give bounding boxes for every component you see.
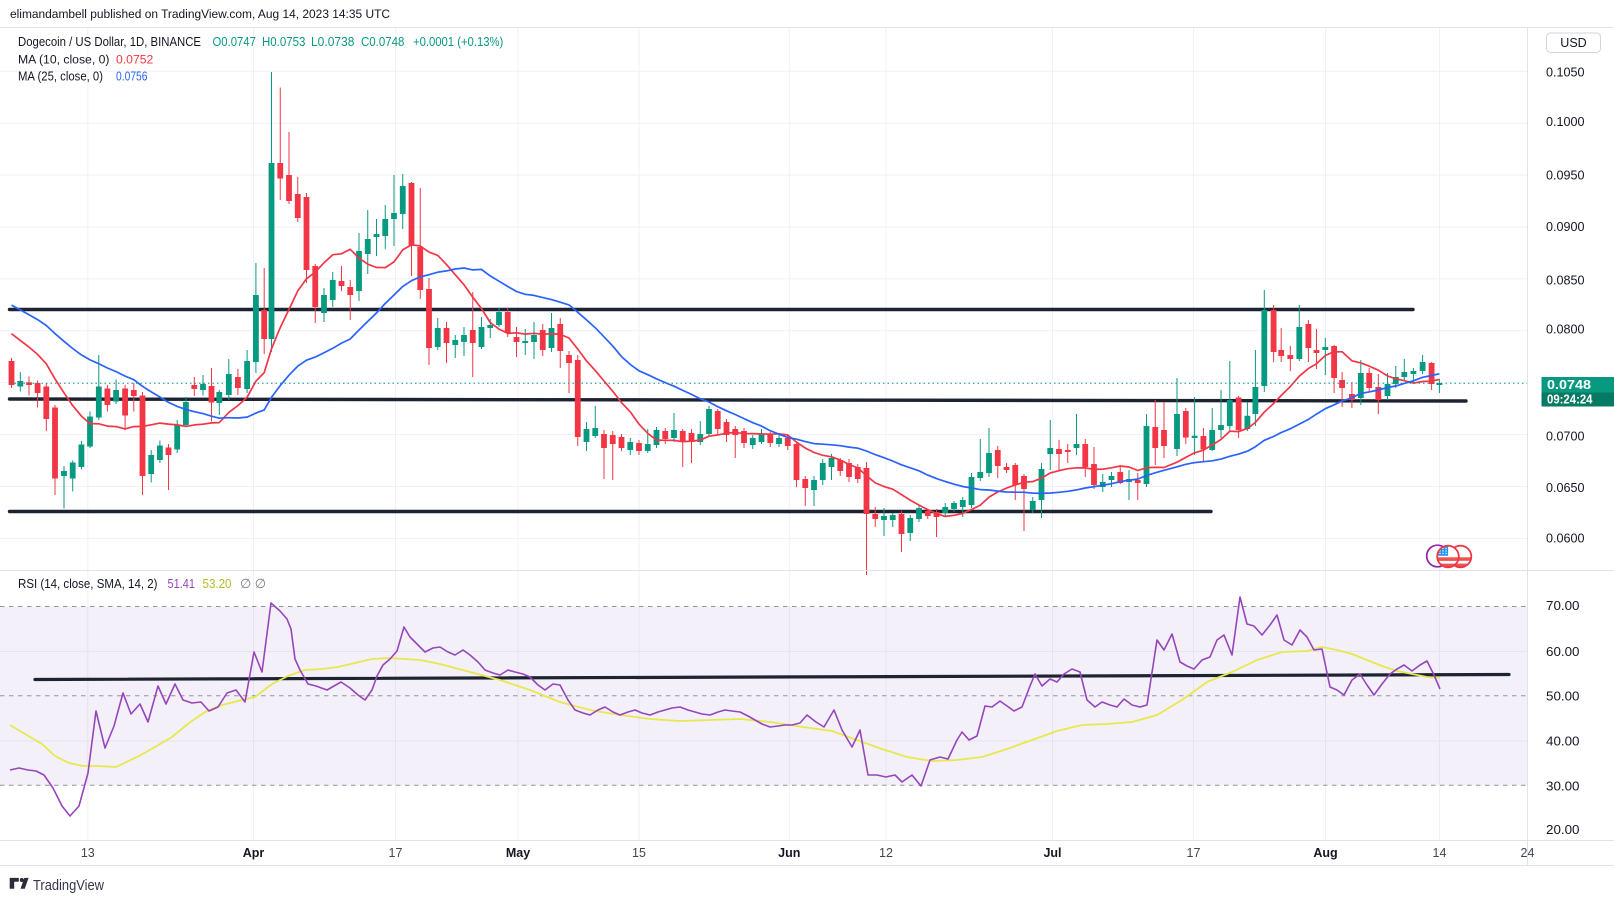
svg-text:0.1050: 0.1050 xyxy=(1546,65,1585,80)
svg-text:Jun: Jun xyxy=(778,846,800,860)
svg-text:30.00: 30.00 xyxy=(1546,779,1580,794)
svg-text:14: 14 xyxy=(1433,846,1447,860)
svg-text:20.00: 20.00 xyxy=(1546,822,1580,837)
svg-text:13: 13 xyxy=(81,846,95,860)
svg-text:50.00: 50.00 xyxy=(1546,689,1580,704)
svg-text:Jul: Jul xyxy=(1043,846,1061,860)
svg-text:24: 24 xyxy=(1521,846,1535,860)
svg-text:15: 15 xyxy=(632,846,646,860)
svg-text:09:24:24: 09:24:24 xyxy=(1547,392,1593,407)
svg-text:70.00: 70.00 xyxy=(1546,598,1580,613)
svg-text:0.0756: 0.0756 xyxy=(116,69,148,84)
svg-text:0.0900: 0.0900 xyxy=(1546,219,1585,234)
svg-text:60.00: 60.00 xyxy=(1546,644,1580,659)
svg-text:0.0850: 0.0850 xyxy=(1546,273,1585,288)
svg-text:53.20: 53.20 xyxy=(203,576,232,591)
svg-text:MA (10, close, 0): MA (10, close, 0) xyxy=(18,53,109,67)
svg-text:May: May xyxy=(506,846,530,860)
svg-text:Apr: Apr xyxy=(243,846,265,860)
svg-text:51.41: 51.41 xyxy=(168,576,196,591)
svg-text:∅ ∅: ∅ ∅ xyxy=(240,576,266,591)
svg-text:TradingView: TradingView xyxy=(33,877,104,894)
svg-text:Aug: Aug xyxy=(1313,846,1337,860)
svg-text:Dogecoin / US Dollar, 1D, BINA: Dogecoin / US Dollar, 1D, BINANCE xyxy=(18,34,201,49)
svg-text:40.00: 40.00 xyxy=(1546,734,1580,749)
svg-text:0.0752: 0.0752 xyxy=(116,53,153,67)
svg-text:O0.0747: O0.0747 xyxy=(213,34,256,49)
svg-text:L0.0738: L0.0738 xyxy=(311,34,354,49)
svg-text:17: 17 xyxy=(389,846,403,860)
svg-text:0.1000: 0.1000 xyxy=(1546,114,1585,129)
svg-text:+0.0001 (+0.13%): +0.0001 (+0.13%) xyxy=(413,34,503,49)
svg-text:0.0650: 0.0650 xyxy=(1546,480,1585,495)
svg-text:0.0748: 0.0748 xyxy=(1547,377,1591,392)
svg-text:0.0950: 0.0950 xyxy=(1546,168,1585,183)
svg-text:RSI (14, close, SMA, 14, 2): RSI (14, close, SMA, 14, 2) xyxy=(18,576,158,591)
svg-text:MA (25, close, 0): MA (25, close, 0) xyxy=(18,69,103,84)
svg-text:17: 17 xyxy=(1187,846,1201,860)
svg-text:C0.0748: C0.0748 xyxy=(361,34,404,49)
svg-text:H0.0753: H0.0753 xyxy=(262,34,305,49)
svg-text:12: 12 xyxy=(879,846,893,860)
svg-text:0.0700: 0.0700 xyxy=(1546,429,1585,444)
svg-text:USD: USD xyxy=(1560,36,1586,50)
svg-text:0.0800: 0.0800 xyxy=(1546,322,1585,337)
svg-text:0.0600: 0.0600 xyxy=(1546,531,1585,546)
svg-text:elimandambell published on Tra: elimandambell published on TradingView.c… xyxy=(10,7,390,21)
